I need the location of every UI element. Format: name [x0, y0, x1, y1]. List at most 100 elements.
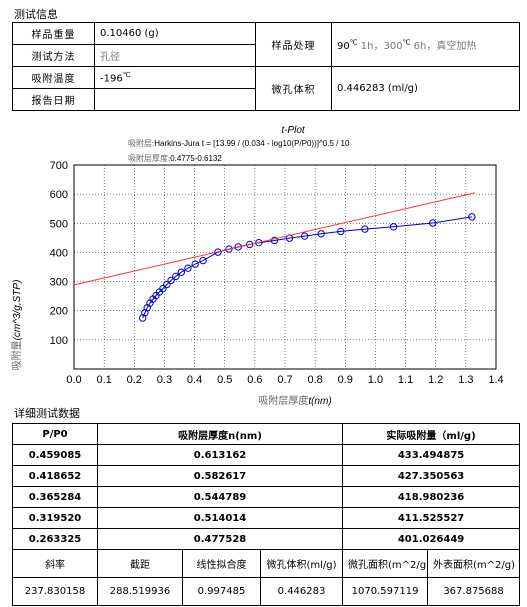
method-value: 孔径	[94, 44, 256, 67]
x-tick-label: 0.8	[307, 374, 322, 386]
table-row: 0.365284 0.544789 418.980236	[12, 486, 521, 508]
x-tick-label: 1.4	[488, 374, 503, 386]
x-tick-label: 0.3	[157, 374, 172, 386]
summary-label-micro-volume: 微孔体积(ml/g)	[259, 549, 344, 578]
summary-value-slope: 237.830158	[12, 577, 98, 606]
fit-line	[73, 192, 476, 286]
sample-weight-label: 样品重量	[12, 22, 95, 45]
detail-table: P/P0 吸附层厚度n(nm) 实际吸附量（ml/g) 0.459085 0.6…	[12, 423, 521, 606]
t-plot-chart: t-Plot 吸附层:Harkins-Jura t = [13.99 / (0.…	[10, 125, 504, 407]
data-point	[429, 219, 437, 227]
summary-value-intercept: 288.519936	[97, 577, 183, 606]
x-tick-label: 1.3	[458, 374, 473, 386]
data-point	[159, 284, 167, 293]
plot-area: 0.0 0.1 0.2 0.3 0.4 0.5 0.6 0.7 0.8 0.9 1.0 1.1 1.2 1…	[50, 160, 504, 386]
row-pp0: 0.418652	[12, 465, 98, 487]
row-adsorbed: 427.350563	[342, 465, 521, 487]
data-point	[191, 260, 199, 268]
plot-frame	[73, 164, 497, 370]
y-tick-label: 200	[50, 306, 68, 318]
data-point	[468, 213, 476, 221]
data-point	[361, 225, 369, 233]
x-tick-label: 0.1	[96, 374, 111, 386]
data-point	[270, 236, 279, 245]
row-thickness: 0.582617	[96, 465, 344, 487]
sample-weight-value: 0.10460 (g)	[94, 22, 256, 45]
series-line-data	[142, 216, 472, 319]
y-axis-label: 吸附量(cm^3/g,STP)	[10, 280, 23, 371]
summary-value-external-area: 367.875688	[427, 577, 521, 606]
chart-subtitle-1: 吸附层:Harkins-Jura t = [13.99 / (0.034 - l…	[128, 138, 350, 148]
data-point	[177, 268, 186, 276]
table-row: 0.459085 0.613162 433.494875	[12, 444, 521, 466]
test-info-table: 样品重量 0.10460 (g) 样品处理 90℃ 1h，300℃ 6h，真空加…	[12, 22, 520, 111]
chart-title: t-Plot	[281, 125, 306, 136]
y-tick-label: 600	[50, 189, 68, 201]
y-tick-label: 500	[50, 218, 68, 230]
summary-value-micro-volume: 0.446283	[259, 577, 344, 606]
report-date-label: 报告日期	[12, 88, 95, 111]
chart-subtitle-2: 吸附层厚度:0.4775-0.6132	[128, 153, 222, 163]
row-thickness: 0.613162	[96, 444, 344, 466]
y-tick-label: 300	[50, 277, 68, 289]
col-pp0-header: P/P0	[12, 423, 98, 445]
data-point	[167, 276, 175, 285]
y-tick-label: 700	[50, 160, 68, 172]
summary-label-micro-area: 微孔面积(m^2/g)	[342, 549, 429, 578]
data-point	[389, 223, 398, 231]
summary-label-external-area: 外表面积(m^2/g)	[427, 549, 521, 578]
col-thickness-header: 吸附层厚度n(nm)	[96, 423, 344, 445]
row-pp0: 0.263325	[12, 528, 98, 550]
row-pp0: 0.365284	[12, 486, 98, 508]
data-point	[337, 227, 345, 236]
x-tick-label: 0.5	[217, 374, 232, 386]
table-row: 0.263325 0.477528 401.026449	[12, 528, 521, 550]
detail-header-row: P/P0 吸附层厚度n(nm) 实际吸附量（ml/g)	[12, 423, 521, 445]
temp-label: 吸附温度	[12, 66, 95, 89]
y-tick-label: 100	[50, 335, 68, 347]
summary-value-row: 237.830158 288.519936 0.997485 0.446283 …	[12, 577, 521, 606]
data-point	[172, 272, 180, 281]
table-row: 0.319520 0.514014 411.525527	[12, 507, 521, 529]
row-thickness: 0.477528	[96, 528, 344, 550]
row-adsorbed: 411.525527	[342, 507, 521, 529]
x-tick-label: 0.2	[127, 374, 142, 386]
summary-label-intercept: 截距	[97, 549, 183, 578]
data-point	[163, 280, 171, 289]
data-point	[245, 240, 254, 249]
test-info-title: 测试信息	[14, 8, 58, 21]
y-tick-label: 400	[50, 247, 68, 259]
row-adsorbed: 401.026449	[342, 528, 521, 550]
data-point	[184, 264, 192, 272]
row-pp0: 0.319520	[12, 507, 98, 529]
row-thickness: 0.544789	[96, 486, 344, 508]
x-tick-label: 0.6	[247, 374, 262, 386]
summary-label-r2: 线性拟合度	[182, 549, 261, 578]
row-thickness: 0.514014	[96, 507, 344, 529]
row-adsorbed: 418.980236	[342, 486, 521, 508]
x-tick-label: 0.0	[66, 374, 81, 386]
col-adsorbed-header: 实际吸附量（ml/g)	[342, 423, 521, 445]
x-tick-label: 0.7	[277, 374, 292, 386]
x-tick-label: 1.1	[398, 374, 413, 386]
method-label: 测试方法	[12, 44, 95, 67]
summary-value-r2: 0.997485	[182, 577, 261, 606]
report-date-value	[94, 88, 256, 111]
data-point	[199, 256, 207, 265]
x-tick-label: 0.4	[187, 374, 202, 386]
micro-volume-label: 微孔体积	[255, 66, 332, 111]
table-row: 0.418652 0.582617 427.350563	[12, 465, 521, 487]
x-tick-label: 0.9	[338, 374, 353, 386]
summary-label-slope: 斜率	[12, 549, 98, 578]
temp-value: -196℃	[94, 66, 256, 89]
row-adsorbed: 433.494875	[342, 444, 521, 466]
x-tick-label: 1.0	[368, 374, 383, 386]
data-point	[317, 230, 325, 238]
micro-volume-value: 0.446283 (ml/g)	[331, 66, 520, 111]
x-axis-label: 吸附层厚度t(nm)	[258, 394, 331, 407]
summary-label-row: 斜率 截距 线性拟合度 微孔体积(ml/g) 微孔面积(m^2/g) 外表面积(…	[12, 549, 521, 578]
treatment-value: 90℃ 1h，300℃ 6h，真空加热	[331, 22, 520, 67]
row-pp0: 0.459085	[12, 444, 98, 466]
treatment-label: 样品处理	[255, 22, 332, 67]
summary-value-micro-area: 1070.597119	[342, 577, 429, 606]
